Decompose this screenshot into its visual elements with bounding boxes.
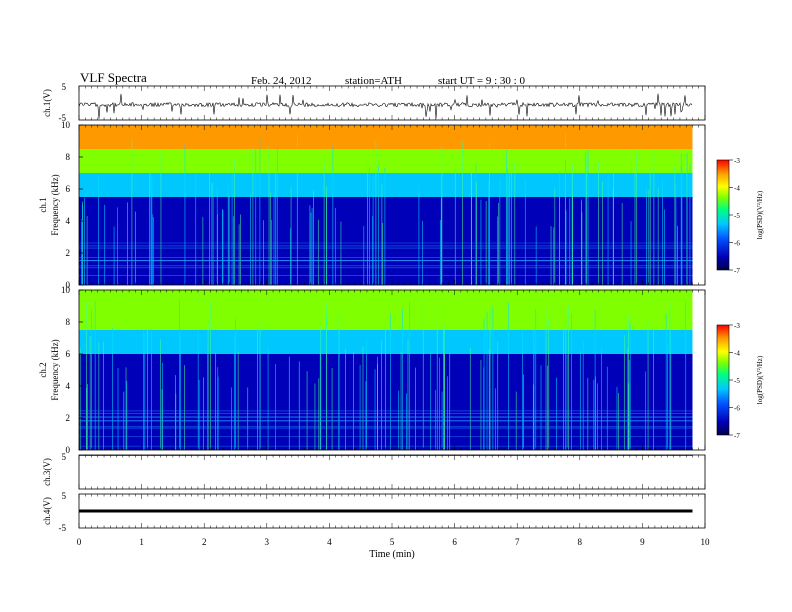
ch1-spec-ylabel: ch.1 bbox=[38, 197, 48, 212]
time-tick-label: 6 bbox=[452, 537, 457, 547]
colorbar-ticks: -3 -4 -5 -6 -7 bbox=[729, 157, 740, 275]
ch3-ytick-top: 5 bbox=[62, 452, 67, 462]
ch3-ylabel: ch.3(V) bbox=[42, 458, 52, 486]
freq-tick-label: 2 bbox=[66, 248, 71, 258]
colorbar-tick-label: -3 bbox=[734, 157, 740, 165]
colorbar-label: log(PSD)(V²/Hz) bbox=[756, 355, 764, 404]
freq-tick-label: 2 bbox=[66, 413, 71, 423]
time-tick-label: 1 bbox=[139, 537, 144, 547]
ch2-freq-ticks: 0 2 4 6 8 10 bbox=[61, 285, 83, 455]
ch4-ylabel: ch.4(V) bbox=[42, 497, 52, 525]
colorbar-tick-label: -4 bbox=[734, 185, 740, 193]
x-axis-label: Time (min) bbox=[369, 549, 414, 560]
spectral-band bbox=[79, 149, 693, 173]
freq-tick-label: 0 bbox=[66, 445, 71, 455]
ch1-trace bbox=[78, 93, 693, 119]
time-axis: 0 1 2 3 4 5 6 7 8 9 10 bbox=[77, 86, 710, 547]
ch4-ytick-top: 5 bbox=[62, 491, 67, 501]
start-time-label: start UT = 9 : 30 : 0 bbox=[438, 75, 525, 87]
time-tick-label: 9 bbox=[640, 537, 645, 547]
colorbar-gradient bbox=[716, 324, 730, 436]
ch4-ytick-bottom: -5 bbox=[59, 523, 67, 533]
spectral-band bbox=[79, 290, 693, 330]
time-tick-label: 3 bbox=[265, 537, 270, 547]
colorbar-tick-label: -6 bbox=[734, 405, 740, 413]
time-tick-label: 0 bbox=[77, 537, 82, 547]
panel-ch2-spectrogram: 0 2 4 6 8 10 ch.2 Frequency (kHz) bbox=[38, 285, 706, 455]
ch1-ytick-bottom: -5 bbox=[59, 113, 67, 123]
freq-tick-label: 10 bbox=[61, 285, 71, 295]
colorbar-ch2: -3 -4 -5 -6 -7 log(PSD)(V²/Hz) bbox=[716, 322, 764, 440]
ch1-freq-ticks: 0 2 4 6 8 10 bbox=[61, 120, 83, 290]
freq-tick-label: 8 bbox=[66, 317, 71, 327]
freq-tick-label: 6 bbox=[66, 349, 71, 359]
time-tick-label: 5 bbox=[390, 537, 395, 547]
colorbar-tick-label: -6 bbox=[734, 240, 740, 248]
colorbar-ch1: -3 -4 -5 -6 -7 log(PSD)(V²/Hz) bbox=[716, 157, 764, 275]
freq-tick-label: 0 bbox=[66, 280, 71, 290]
freq-tick-label: 4 bbox=[66, 216, 71, 226]
spectral-band bbox=[79, 173, 693, 197]
ch2-freq-axis-label: Frequency (kHz) bbox=[50, 339, 60, 400]
colorbar-tick-label: -5 bbox=[734, 377, 740, 385]
waveform-line bbox=[78, 93, 693, 119]
colorbar-tick-label: -3 bbox=[734, 322, 740, 330]
freq-tick-label: 4 bbox=[66, 381, 71, 391]
date-label: Feb. 24, 2012 bbox=[251, 75, 312, 87]
time-tick-label: 7 bbox=[515, 537, 520, 547]
freq-tick-label: 10 bbox=[61, 120, 71, 130]
ch1-ylabel: ch.1(V) bbox=[42, 89, 52, 117]
ch2-spectrogram-image bbox=[79, 290, 693, 450]
ch1-freq-axis-label: Frequency (kHz) bbox=[50, 174, 60, 235]
colorbar-gradient bbox=[716, 159, 730, 271]
freq-tick-label: 6 bbox=[66, 184, 71, 194]
time-tick-label: 2 bbox=[202, 537, 207, 547]
spectral-band bbox=[79, 197, 693, 285]
freq-tick-label: 8 bbox=[66, 152, 71, 162]
time-tick-label: 4 bbox=[327, 537, 332, 547]
colorbar-tick-label: -7 bbox=[734, 432, 740, 440]
time-tick-label: 8 bbox=[578, 537, 583, 547]
colorbar-label: log(PSD)(V²/Hz) bbox=[756, 190, 764, 239]
panel-ch1-spectrogram: 0 2 4 6 8 10 ch.1 Frequency (kHz) bbox=[38, 120, 706, 290]
ch2-spec-ylabel: ch.2 bbox=[38, 362, 48, 377]
colorbar-tick-label: -5 bbox=[734, 212, 740, 220]
ch1-ytick-top: 5 bbox=[62, 82, 67, 92]
spectral-band bbox=[79, 125, 693, 149]
colorbar-tick-label: -7 bbox=[734, 267, 740, 275]
colorbar-ticks: -3 -4 -5 -6 -7 bbox=[729, 322, 740, 440]
time-tick-label: 10 bbox=[701, 537, 711, 547]
station-label: station=ATH bbox=[345, 75, 402, 87]
panel-frame bbox=[78, 454, 706, 490]
chart-title: VLF Spectra bbox=[80, 70, 147, 85]
colorbar-tick-label: -4 bbox=[734, 350, 740, 358]
ch1-spectrogram-image bbox=[79, 125, 693, 285]
